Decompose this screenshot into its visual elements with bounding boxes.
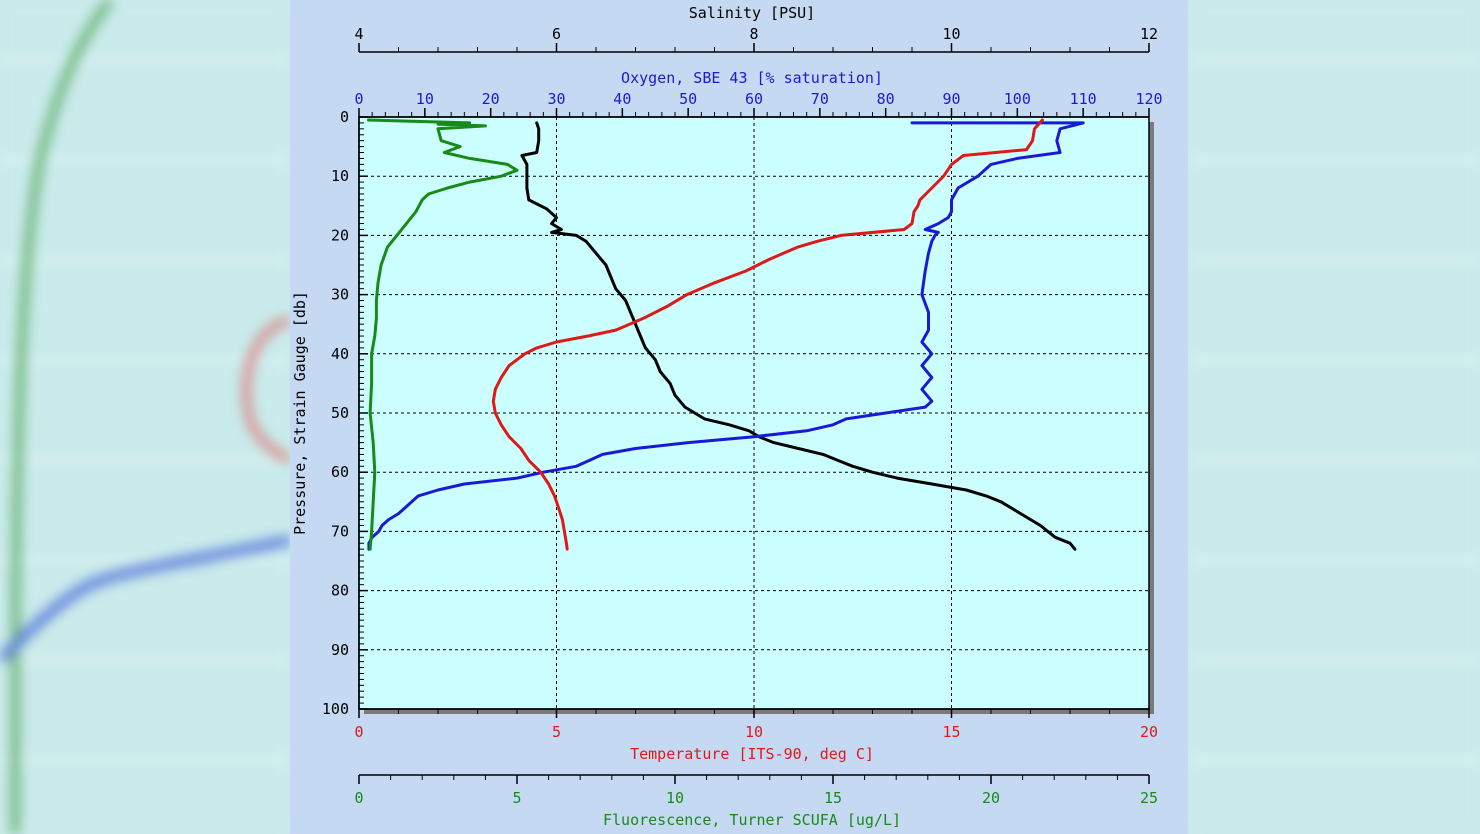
fluorescence-tick-label: 25 <box>1140 789 1158 807</box>
temperature-tick-label: 0 <box>354 723 363 741</box>
salinity-tick-label: 10 <box>942 25 960 43</box>
fluorescence-tick-label: 0 <box>354 789 363 807</box>
oxygen-tick-label: 60 <box>745 90 763 108</box>
oxygen-tick-label: 80 <box>877 90 895 108</box>
temperature-axis-title: Temperature [ITS-90, deg C] <box>630 745 874 763</box>
pressure-tick-label: 60 <box>331 463 349 481</box>
oxygen-tick-label: 120 <box>1135 90 1162 108</box>
pressure-axis-title: Pressure, Strain Gauge [db] <box>291 291 309 535</box>
salinity-series-line <box>520 121 1077 551</box>
salinity-tick-label: 4 <box>354 25 363 43</box>
oxygen-tick-label: 10 <box>416 90 434 108</box>
temperature-tick-label: 20 <box>1140 723 1158 741</box>
pressure-tick-label: 40 <box>331 345 349 363</box>
background-blur-right <box>1188 0 1480 834</box>
fluorescence-tick-label: 20 <box>982 789 1000 807</box>
pressure-tick-label: 10 <box>331 167 349 185</box>
temperature-tick-label: 10 <box>745 723 763 741</box>
fluorescence-tick-label: 5 <box>512 789 521 807</box>
salinity-tick-label: 8 <box>749 25 758 43</box>
oxygen-tick-label: 20 <box>482 90 500 108</box>
fluorescence-series-line <box>367 118 519 551</box>
fluorescence-tick-label: 15 <box>824 789 842 807</box>
oxygen-tick-label: 90 <box>942 90 960 108</box>
temperature-tick-label: 5 <box>552 723 561 741</box>
pressure-tick-label: 100 <box>322 700 349 718</box>
salinity-tick-label: 12 <box>1140 25 1158 43</box>
pressure-tick-label: 50 <box>331 404 349 422</box>
oxygen-axis-title: Oxygen, SBE 43 [% saturation] <box>621 69 883 87</box>
fluorescence-axis-title: Fluorescence, Turner SCUFA [ug/L] <box>603 811 901 829</box>
pressure-tick-label: 20 <box>331 226 349 244</box>
oxygen-tick-label: 100 <box>1004 90 1031 108</box>
pressure-tick-label: 90 <box>331 641 349 659</box>
oxygen-series-line <box>367 121 1085 551</box>
oxygen-tick-label: 30 <box>547 90 565 108</box>
pressure-tick-label: 30 <box>331 286 349 304</box>
oxygen-tick-label: 50 <box>679 90 697 108</box>
oxygen-tick-label: 40 <box>613 90 631 108</box>
salinity-tick-label: 6 <box>552 25 561 43</box>
fluorescence-tick-label: 10 <box>666 789 684 807</box>
pressure-tick-label: 80 <box>331 582 349 600</box>
oxygen-tick-label: 110 <box>1070 90 1097 108</box>
series-lines <box>367 118 1085 551</box>
salinity-axis-title: Salinity [PSU] <box>689 4 815 22</box>
temperature-series-line <box>491 118 1044 551</box>
pressure-tick-label: 70 <box>331 522 349 540</box>
temperature-tick-label: 15 <box>942 723 960 741</box>
pressure-tick-label: 0 <box>340 108 349 126</box>
oxygen-tick-label: 0 <box>354 90 363 108</box>
oxygen-tick-label: 70 <box>811 90 829 108</box>
chart-panel: 4 6 8 10 12 0 10 20 30 40 50 60 70 80 90 100 110 120 0 5 10 1… <box>290 0 1188 834</box>
